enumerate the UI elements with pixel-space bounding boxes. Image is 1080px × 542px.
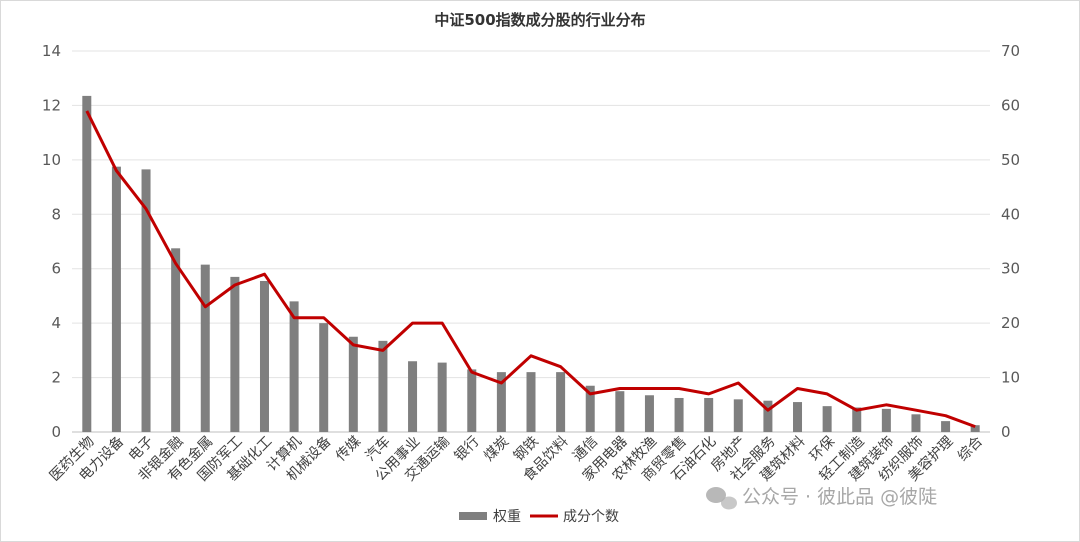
x-category-label: 传媒 [333, 434, 364, 465]
x-category-label: 综合 [955, 434, 986, 465]
bar [793, 402, 803, 432]
bar [289, 301, 299, 432]
bar [881, 408, 891, 432]
bar [615, 391, 625, 432]
chart-title: 中证500指数成分股的行业分布 [434, 11, 645, 29]
bar [852, 407, 862, 432]
wechat-icon [706, 487, 737, 510]
x-category-label: 银行 [451, 434, 482, 465]
bar [437, 362, 447, 432]
bar [408, 361, 418, 432]
y-left-tick-label: 8 [51, 205, 61, 223]
bar [467, 369, 477, 432]
bar [556, 372, 566, 432]
y-left-tick-label: 0 [51, 423, 61, 441]
y-left-tick-label: 10 [42, 151, 61, 169]
y-right-tick-label: 60 [1001, 96, 1020, 114]
y-right-tick-label: 50 [1001, 151, 1020, 169]
bar [111, 166, 121, 433]
watermark: 公众号 · 彼此品 @彼陡 [706, 486, 937, 510]
y-left-tick-label: 4 [51, 314, 61, 332]
y-left-tick-label: 12 [42, 96, 61, 114]
y-left-tick-label: 14 [42, 42, 61, 60]
y-right-tick-label: 20 [1001, 314, 1020, 332]
y-left-tick-label: 6 [51, 260, 61, 278]
bar [230, 276, 240, 432]
bar [496, 372, 506, 432]
bar [378, 340, 388, 432]
y-left-tick-label: 2 [51, 369, 61, 387]
bar-series-weight [82, 95, 980, 433]
x-category-label: 煤炭 [481, 434, 512, 465]
count-line [85, 110, 976, 429]
bar [526, 372, 536, 432]
bar [733, 399, 743, 432]
legend-label-weight: 权重 [493, 509, 521, 525]
y-axis-left: 0 2 4 6 8 10 12 14 [42, 42, 61, 441]
legend-label-count: 成分个数 [563, 509, 619, 525]
bar [704, 397, 714, 432]
bar [141, 169, 151, 432]
legend-swatch-weight [459, 512, 487, 520]
bar [644, 395, 654, 432]
bar [171, 248, 181, 432]
line-series-count [85, 110, 976, 429]
bar [348, 336, 358, 432]
bar [259, 280, 269, 432]
y-right-tick-label: 70 [1001, 42, 1020, 60]
bar [970, 425, 980, 432]
bar [200, 264, 210, 432]
bar [941, 421, 951, 432]
bar [674, 397, 684, 432]
y-right-tick-label: 30 [1001, 260, 1020, 278]
y-right-tick-label: 0 [1001, 423, 1011, 441]
y-right-tick-label: 10 [1001, 369, 1020, 387]
y-right-tick-label: 40 [1001, 205, 1020, 223]
x-axis-categories: 医药生物电力设备电子非银金融有色金属国防军工基础化工计算机机械设备传媒汽车公用事… [47, 433, 986, 485]
y-axis-right: 0 10 20 30 40 50 60 70 [1001, 42, 1020, 441]
bar [585, 385, 595, 432]
watermark-text: 公众号 · 彼此品 @彼陡 [742, 486, 937, 508]
bar [82, 95, 92, 433]
bar [822, 406, 832, 432]
bar [763, 400, 773, 432]
gridlines [72, 50, 990, 433]
bar [319, 323, 329, 432]
legend: 权重 成分个数 [459, 509, 619, 525]
bar [911, 414, 921, 432]
